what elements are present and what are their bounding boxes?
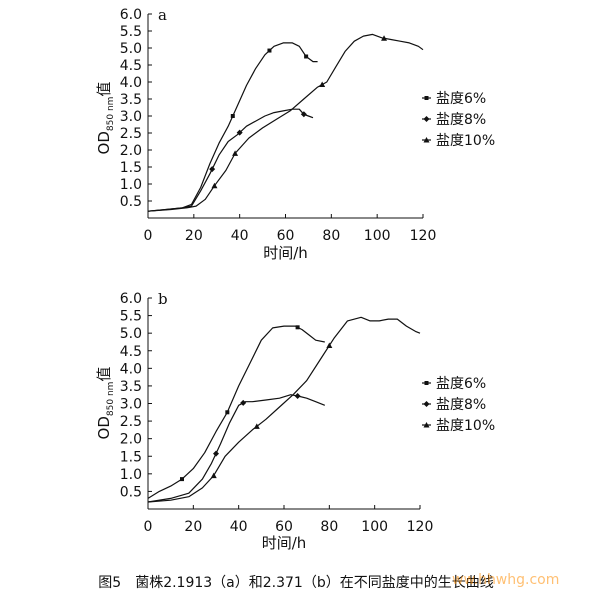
chart-panel-a: 0.51.01.52.02.53.03.54.04.55.05.56.0 0 20 4…	[95, 6, 495, 262]
figure-caption: 图5 菌株2.1913（a）和2.371（b）在不同盐度中的生长曲线	[98, 575, 494, 591]
data-marker	[319, 81, 326, 88]
data-marker	[240, 399, 247, 406]
y-tick-label: 0.5	[120, 194, 142, 210]
x-tick-label: 40	[231, 228, 249, 244]
series-line-3	[147, 316, 421, 503]
watermark: ww.hhwhg.com	[452, 572, 560, 588]
x-tick-label: 120	[407, 519, 434, 535]
data-marker	[213, 450, 219, 457]
y-tick-label: 1.5	[120, 160, 142, 176]
x-tick-label: 40	[230, 519, 248, 535]
legend-label: 盐度10%	[436, 133, 495, 149]
y-tick-label: 1.5	[120, 449, 142, 465]
y-tick-label: 3.0	[120, 109, 142, 125]
y-tick-label: 1.0	[120, 467, 142, 483]
x-tick-label: 80	[322, 228, 340, 244]
data-marker	[304, 54, 309, 59]
x-tick-label: 20	[185, 228, 203, 244]
data-marker	[326, 342, 333, 348]
data-marker	[211, 182, 218, 189]
x-tick-label: 0	[144, 228, 153, 244]
y-tick-label: 5.5	[120, 24, 142, 40]
y-tick-label: 2.5	[120, 414, 142, 430]
x-tick-label: 80	[320, 519, 338, 535]
y-axis-title: OD850 nm值	[95, 367, 116, 440]
y-tick-label: 4.0	[120, 75, 142, 91]
x-tick-label: 0	[144, 519, 153, 535]
y-tick-label: 5.0	[120, 41, 142, 57]
figure-canvas: 0.51.01.52.02.53.03.54.04.55.05.56.00 20 4…	[95, 6, 495, 552]
y-tick-label: 4.5	[120, 344, 142, 360]
x-axis-title: 时间/h	[262, 534, 307, 552]
legend-label: 盐度6%	[436, 91, 486, 107]
legend-label: 盐度10%	[436, 418, 495, 434]
data-marker	[180, 477, 184, 482]
y-tick-label: 4.0	[120, 361, 142, 377]
x-tick-label: 120	[410, 228, 437, 244]
legend-marker	[423, 116, 430, 122]
y-tick-label: 2.0	[120, 143, 142, 159]
data-marker	[232, 150, 239, 156]
series-line-1	[147, 42, 318, 212]
legend-marker	[424, 381, 429, 385]
x-axis-title: 时间/h	[263, 244, 308, 262]
x-tick-label: 60	[277, 228, 295, 244]
legend-label: 盐度8%	[436, 112, 486, 128]
data-marker	[294, 393, 301, 400]
legend-marker	[423, 401, 430, 407]
data-marker	[230, 114, 235, 118]
y-tick-label: 6.0	[120, 7, 142, 23]
y-tick-label: 3.0	[120, 397, 142, 413]
y-tick-label: 6.0	[120, 291, 142, 307]
legend-marker	[423, 137, 430, 143]
data-marker	[295, 325, 300, 330]
x-tick-label: 20	[184, 519, 202, 535]
data-marker	[267, 48, 272, 53]
series-line-2	[147, 108, 314, 212]
data-marker	[381, 35, 388, 41]
data-marker	[236, 129, 243, 136]
series-line-1	[147, 325, 325, 499]
y-tick-label: 3.5	[120, 379, 142, 395]
series-line-3	[147, 33, 424, 212]
x-tick-label: 100	[364, 228, 391, 244]
series-line-2	[147, 394, 326, 503]
legend-marker	[424, 96, 429, 100]
data-marker	[210, 472, 217, 479]
data-marker	[300, 111, 307, 118]
y-tick-label: 2.0	[120, 432, 142, 448]
legend-label: 盐度6%	[436, 376, 486, 392]
y-axis-title: OD850 nm值	[95, 82, 116, 155]
x-tick-label: 60	[275, 519, 293, 535]
y-tick-label: 3.5	[120, 92, 142, 108]
y-tick-label: 0.5	[120, 484, 142, 500]
chart-panel-b: 0.51.0 1.52.0 2.53.0 3.5 4.04.5 5.05.5 6.0 0 20 4…	[95, 290, 495, 552]
y-tick-label: 1.0	[120, 177, 142, 193]
legend-label: 盐度8%	[436, 397, 486, 413]
data-marker	[253, 423, 260, 429]
x-tick-label: 100	[361, 519, 388, 535]
y-tick-label: 5.5	[120, 309, 142, 325]
panel-label: b	[158, 290, 168, 308]
y-tick-label: 2.5	[120, 126, 142, 142]
panel-label: a	[158, 6, 167, 24]
y-tick-label: 5.0	[120, 326, 142, 342]
legend-marker	[423, 422, 430, 428]
data-marker	[225, 410, 230, 415]
data-marker	[209, 166, 216, 173]
y-tick-label: 4.5	[120, 58, 142, 74]
